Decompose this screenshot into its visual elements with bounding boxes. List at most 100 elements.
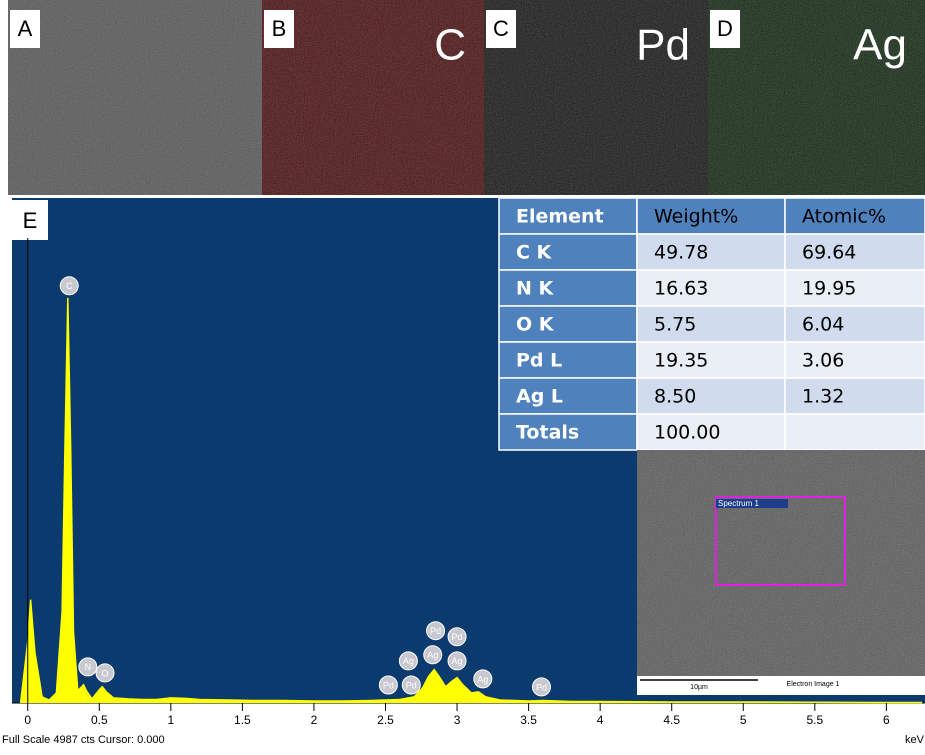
peak-label: Pd bbox=[406, 680, 417, 690]
peak-label: Pd bbox=[536, 682, 547, 692]
inset-tint bbox=[637, 450, 925, 695]
table-cell bbox=[636, 197, 786, 235]
panel-label: C bbox=[493, 16, 509, 41]
image-label: Electron Image 1 bbox=[787, 681, 840, 688]
table-text: O K bbox=[516, 314, 555, 336]
peak-badge bbox=[473, 669, 493, 689]
peak-label: O bbox=[102, 668, 109, 678]
peak-badge bbox=[378, 675, 398, 695]
peak-badge bbox=[59, 276, 79, 296]
table-cell bbox=[636, 269, 786, 307]
x-tick-label: 5.5 bbox=[806, 713, 823, 727]
spectrum-label: Spectrum 1 bbox=[718, 499, 759, 508]
x-axis-label: keV bbox=[905, 734, 925, 746]
table-cell bbox=[784, 233, 925, 271]
x-tick-label: 4.5 bbox=[663, 713, 680, 727]
peak-badge bbox=[401, 675, 421, 695]
table-cell bbox=[636, 377, 786, 415]
x-tick-label: 4 bbox=[597, 713, 604, 727]
table-cell bbox=[636, 233, 786, 271]
table-cell bbox=[784, 269, 925, 307]
panel-label: B bbox=[272, 16, 287, 41]
peak-badge bbox=[447, 627, 467, 647]
table-cell bbox=[784, 377, 925, 415]
table-text: Weight% bbox=[654, 206, 738, 228]
table-text: 1.32 bbox=[802, 386, 844, 408]
peak-label: Pd bbox=[452, 632, 463, 642]
table-cell bbox=[498, 197, 638, 235]
table-cell bbox=[784, 341, 925, 379]
label-box bbox=[12, 200, 48, 240]
x-tick-label: 3.5 bbox=[520, 713, 537, 727]
table-cell bbox=[636, 341, 786, 379]
table-cell bbox=[498, 341, 638, 379]
spectrum-line bbox=[19, 297, 923, 704]
panel-label: D bbox=[717, 16, 733, 41]
table-text: 69.64 bbox=[802, 242, 856, 264]
peak-badge bbox=[398, 651, 418, 671]
table-cell bbox=[784, 413, 925, 451]
x-tick-label: 2 bbox=[311, 713, 318, 727]
peak-badge bbox=[447, 651, 467, 671]
element-label: Ag bbox=[853, 21, 907, 70]
peak-label: C bbox=[66, 281, 73, 291]
spectrum-tag bbox=[716, 499, 788, 508]
label-box bbox=[710, 10, 740, 48]
table-text: N K bbox=[516, 278, 555, 300]
panel-tint bbox=[708, 0, 925, 195]
table-text: Atomic% bbox=[802, 206, 886, 228]
peak-label: Ag bbox=[452, 656, 463, 666]
peak-badge bbox=[426, 621, 446, 641]
table-text: 5.75 bbox=[654, 314, 696, 336]
table-text: 16.63 bbox=[654, 278, 708, 300]
table-text: C K bbox=[516, 242, 553, 264]
inset-footer bbox=[637, 676, 925, 695]
footer: Full Scale 4987 cts Cursor: 0.000 bbox=[2, 734, 165, 746]
table-text: Pd L bbox=[516, 350, 562, 372]
table-text: 8.50 bbox=[654, 386, 696, 408]
x-tick-label: 5 bbox=[740, 713, 747, 727]
panels bbox=[8, 0, 925, 195]
peak-badge bbox=[423, 645, 443, 665]
table-text: Ag L bbox=[516, 386, 563, 408]
table-text: 3.06 bbox=[802, 350, 844, 372]
x-tick-label: 3 bbox=[454, 713, 461, 727]
table-text: 100.00 bbox=[654, 422, 720, 444]
axis-background bbox=[12, 703, 925, 750]
peak-badge bbox=[95, 663, 115, 683]
panel-label: E bbox=[23, 208, 38, 233]
x-tick-label: 6 bbox=[883, 713, 890, 727]
table-text: 6.04 bbox=[802, 314, 844, 336]
label-box bbox=[486, 10, 516, 48]
x-tick-label: 1 bbox=[168, 713, 175, 727]
x-tick-label: 0.5 bbox=[91, 713, 108, 727]
x-tick-label: 0 bbox=[24, 713, 31, 727]
label-box bbox=[264, 10, 294, 48]
table-text: 19.35 bbox=[654, 350, 708, 372]
peak-badge bbox=[78, 657, 98, 677]
panel-tint bbox=[262, 0, 484, 195]
scale-label: 10µm bbox=[690, 684, 708, 691]
table-cell bbox=[498, 413, 638, 451]
peak-badge bbox=[531, 677, 551, 697]
element-label: C bbox=[434, 21, 466, 70]
peak-label: Pd bbox=[383, 680, 394, 690]
table-text: 49.78 bbox=[654, 242, 708, 264]
panel-tint bbox=[484, 0, 708, 195]
spectrum-box bbox=[715, 496, 846, 586]
panel-tint bbox=[8, 0, 262, 195]
table-text: Element bbox=[516, 206, 604, 228]
table-text: 19.95 bbox=[802, 278, 856, 300]
peak-label: Ag bbox=[403, 656, 414, 666]
label-box bbox=[10, 10, 40, 48]
x-tick-label: 1.5 bbox=[234, 713, 251, 727]
peak-label: N bbox=[85, 662, 92, 672]
peak-label: Ag bbox=[427, 650, 438, 660]
table-cell bbox=[498, 269, 638, 307]
peak-label: Pd bbox=[430, 626, 441, 636]
x-tick-label: 2.5 bbox=[377, 713, 394, 727]
element-label: Pd bbox=[636, 21, 690, 70]
table-text: Totals bbox=[516, 422, 579, 444]
panel-label: A bbox=[18, 16, 33, 41]
